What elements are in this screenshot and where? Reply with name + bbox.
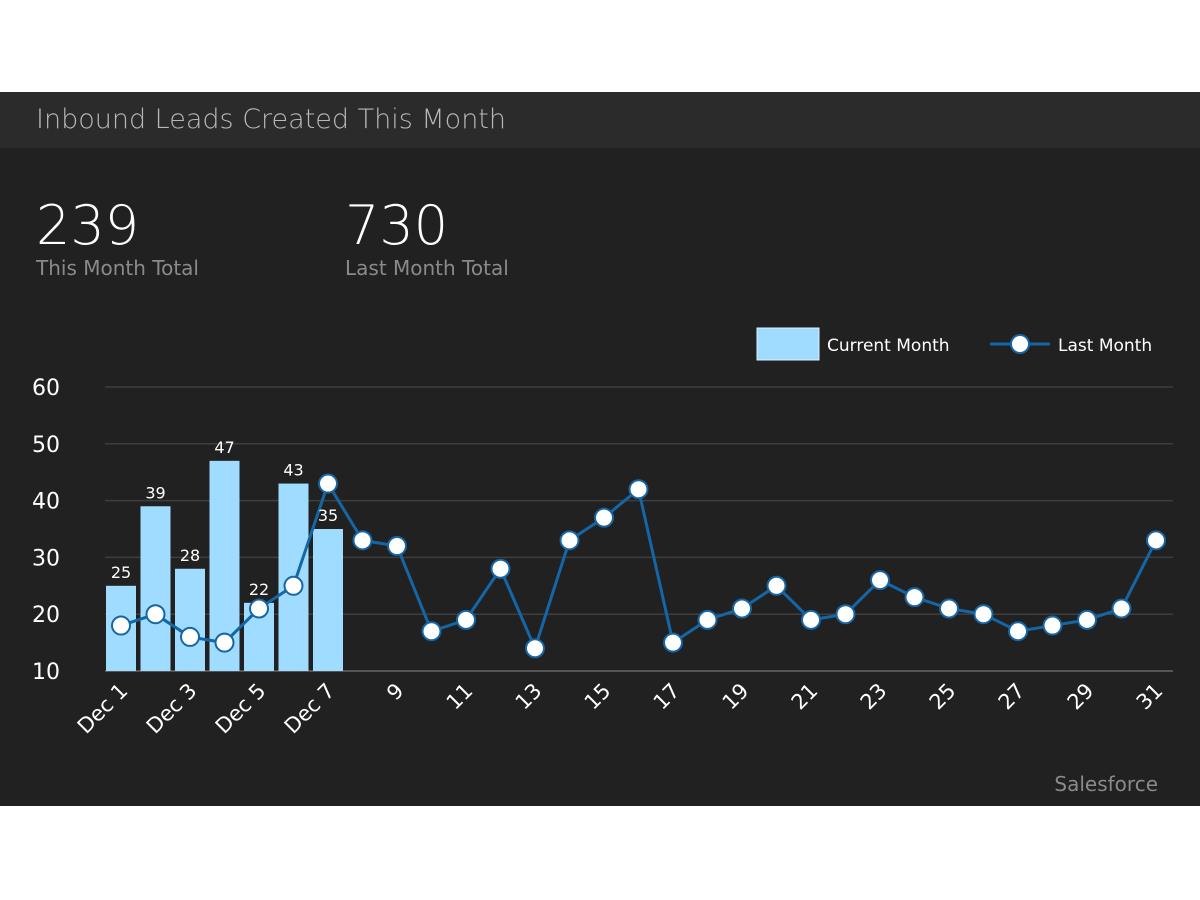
y-tick-label: 40: [32, 490, 60, 515]
line-point: [387, 536, 407, 557]
bar: [175, 568, 205, 671]
x-tick-label: 31: [1132, 679, 1168, 715]
x-tick-label: 27: [994, 679, 1030, 715]
y-tick-label: 50: [32, 433, 60, 458]
last-month-line: [120, 480, 1158, 653]
bar: [140, 506, 171, 671]
kpi-this-month: 239 This Month Total: [36, 194, 199, 281]
line-point: [214, 632, 235, 653]
x-tick-label: 23: [856, 679, 892, 715]
bar-data-label: 43: [283, 461, 303, 480]
line-point: [249, 598, 269, 619]
x-tick-label: 17: [649, 679, 685, 715]
x-tick-label: 19: [718, 679, 754, 715]
line-point: [801, 609, 821, 630]
line-point: [1077, 609, 1097, 630]
line-point: [180, 626, 200, 647]
x-tick-label: 13: [511, 679, 547, 715]
legend-last-month: Last Month: [1058, 336, 1152, 356]
dashboard-panel: Inbound Leads Created This Month 239 Thi…: [0, 92, 1200, 806]
y-tick-label: 60: [32, 376, 60, 401]
line-point: [456, 609, 476, 630]
y-tick-label: 20: [32, 603, 60, 628]
line-point: [835, 604, 856, 625]
line-point: [870, 570, 890, 591]
line-point: [594, 507, 614, 528]
line-point: [663, 632, 683, 653]
line-point: [973, 604, 994, 625]
line-point: [559, 530, 580, 551]
line-point: [904, 587, 925, 608]
line-point: [111, 615, 131, 636]
bar-data-label: 35: [318, 506, 338, 525]
legend-current-month: Current Month: [827, 336, 950, 356]
line-point: [697, 609, 718, 630]
bar: [313, 529, 343, 671]
legend-marker: [1010, 334, 1030, 354]
y-tick-label: 10: [32, 660, 60, 685]
line-point: [318, 473, 338, 494]
x-tick-label: Dec 5: [211, 679, 271, 739]
line-point: [352, 530, 373, 551]
x-tick-label: 25: [925, 679, 961, 715]
line-point: [628, 479, 649, 500]
brand-label: Salesforce: [1054, 772, 1158, 796]
x-tick-label: Dec 7: [280, 679, 340, 739]
legend: Current Month Last Month: [756, 327, 1152, 361]
line-point: [1146, 530, 1166, 551]
line-point: [1008, 621, 1028, 642]
line-point: [766, 575, 787, 596]
kpi-value: 730: [345, 194, 449, 257]
line-point: [1042, 615, 1063, 636]
bar-data-label: 25: [111, 563, 131, 582]
line-point: [939, 598, 959, 619]
x-tick-label: 15: [580, 679, 616, 715]
line-point: [525, 638, 545, 659]
y-tick-label: 30: [32, 546, 60, 571]
line-point: [421, 621, 442, 642]
line-point: [283, 575, 304, 596]
x-tick-label: 29: [1063, 679, 1099, 715]
kpi-value: 239: [36, 194, 140, 257]
x-tick-label: Dec 1: [73, 679, 133, 739]
line-point: [490, 558, 511, 579]
x-tick-label: 9: [382, 679, 408, 705]
line-point: [145, 604, 166, 625]
legend-bar-swatch: [756, 327, 820, 361]
kpi-label: Last Month Total: [345, 256, 509, 280]
bar-data-label: 28: [180, 546, 200, 565]
kpi-last-month: 730 Last Month Total: [345, 194, 509, 281]
kpi-label: This Month Total: [36, 256, 199, 280]
bar-data-label: 47: [214, 438, 234, 457]
line-point: [732, 598, 752, 619]
x-tick-label: 21: [787, 679, 823, 715]
bar-data-label: 22: [249, 580, 269, 599]
x-tick-label: 11: [442, 679, 478, 715]
line-point: [1111, 598, 1132, 619]
panel-title: Inbound Leads Created This Month: [36, 104, 507, 135]
bar-data-label: 39: [145, 483, 165, 502]
panel-header: Inbound Leads Created This Month: [0, 92, 1200, 148]
x-tick-label: Dec 3: [142, 679, 202, 739]
